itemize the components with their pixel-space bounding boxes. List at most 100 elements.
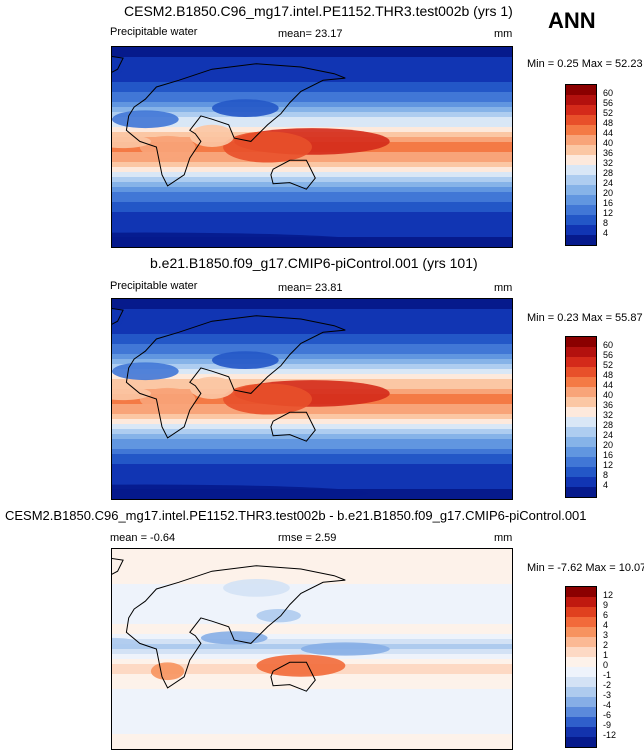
map-lat-band <box>112 619 512 625</box>
colorbar-swatch <box>566 397 596 407</box>
colorbar-tick-label: 60 <box>603 340 614 350</box>
map-lat-band <box>112 102 512 108</box>
map-lat-band <box>112 714 512 720</box>
map-lat-band <box>112 232 512 238</box>
map-lat-band <box>112 97 512 103</box>
coastline <box>270 411 316 442</box>
map-lat-band <box>112 197 512 203</box>
map-lat-band <box>112 364 512 370</box>
map-lat-band <box>112 634 512 640</box>
colorbar-tick-label: 36 <box>603 400 614 410</box>
map-lat-band <box>112 439 512 445</box>
panel-1-minmax: Min = 0.25 Max = 52.23 <box>527 58 643 70</box>
panel-2-stat-label: mean= <box>278 282 312 294</box>
colorbar-swatch <box>566 477 596 487</box>
panel-1-stat-value: 23.17 <box>315 28 343 40</box>
colorbar-swatch <box>566 667 596 677</box>
colorbar-swatch <box>566 85 596 95</box>
colorbar-swatch <box>566 357 596 367</box>
colorbar-swatch <box>566 657 596 667</box>
map-feature <box>112 637 140 649</box>
colorbar-swatch <box>566 195 596 205</box>
colorbar-swatch <box>566 627 596 637</box>
map-lat-band <box>112 157 512 163</box>
map-lat-band <box>112 339 512 345</box>
map-lat-band <box>112 212 512 218</box>
map-feature <box>223 579 290 597</box>
coastline <box>270 661 316 692</box>
colorbar-swatch <box>566 185 596 195</box>
colorbar-tick-label: 16 <box>603 450 614 460</box>
map-feature <box>112 232 368 247</box>
panel-3-title: CESM2.B1850.C96_mg17.intel.PE1152.THR3.t… <box>5 508 587 523</box>
colorbar-tick-label: 20 <box>603 440 614 450</box>
colorbar-swatch <box>566 607 596 617</box>
map-lat-band <box>112 569 512 575</box>
colorbar-tick-label: 56 <box>603 98 614 108</box>
map-lat-band <box>112 694 512 700</box>
colorbar-tick-label: 1 <box>603 650 609 660</box>
panel-1-variable: Precipitable water <box>110 26 198 38</box>
colorbar-tick-label: 52 <box>603 360 614 370</box>
panel-3-variable: mean = -0.64 <box>110 532 176 544</box>
map-feature <box>256 654 346 677</box>
colorbar-swatch <box>566 215 596 225</box>
map-lat-band <box>112 359 512 365</box>
colorbar-tick-label: 40 <box>603 138 614 148</box>
map-lat-band <box>112 152 512 158</box>
panel-2-colorbar <box>565 336 597 498</box>
colorbar-swatch <box>566 155 596 165</box>
map-lat-band <box>112 192 512 198</box>
map-lat-band <box>112 744 512 749</box>
colorbar-tick-label: 56 <box>603 350 614 360</box>
map-lat-band <box>112 589 512 595</box>
coastline <box>112 55 124 73</box>
map-lat-band <box>112 62 512 68</box>
panel-1-units: mm <box>494 28 513 40</box>
map-lat-band <box>112 187 512 193</box>
colorbar-tick-label: -2 <box>603 680 612 690</box>
colorbar-swatch <box>566 587 596 597</box>
colorbar-swatch <box>566 677 596 687</box>
map-lat-band <box>112 734 512 740</box>
coastline <box>125 565 346 689</box>
coastline <box>125 315 346 439</box>
map-lat-band <box>112 409 512 415</box>
map-lat-band <box>112 574 512 580</box>
map-feature <box>112 309 124 329</box>
map-lat-band <box>112 87 512 93</box>
colorbar-tick-label: 40 <box>603 390 614 400</box>
map-lat-band <box>112 57 512 63</box>
map-lat-band <box>112 584 512 590</box>
colorbar-tick-label: 4 <box>603 228 609 238</box>
map-lat-band <box>112 429 512 435</box>
map-lat-band <box>112 564 512 570</box>
map-lat-band <box>112 639 512 645</box>
map-lat-band <box>112 739 512 745</box>
colorbar-tick-label: 4 <box>603 620 609 630</box>
map-lat-band <box>112 172 512 178</box>
map-feature <box>223 383 312 415</box>
panel-3-stat-value: 2.59 <box>315 532 337 544</box>
map-lat-band <box>112 724 512 730</box>
colorbar-swatch <box>566 467 596 477</box>
map-lat-band <box>112 324 512 330</box>
panel-2-map <box>111 298 513 500</box>
map-lat-band <box>112 709 512 715</box>
map-lat-band <box>112 107 512 113</box>
map-lat-band <box>112 314 512 320</box>
colorbar-tick-label: 4 <box>603 480 609 490</box>
colorbar-tick-label: -6 <box>603 710 612 720</box>
map-lat-band <box>112 614 512 620</box>
colorbar-tick-label: 36 <box>603 148 614 158</box>
colorbar-tick-label: 28 <box>603 420 614 430</box>
colorbar-swatch <box>566 707 596 717</box>
map-feature <box>200 631 268 645</box>
colorbar-swatch <box>566 687 596 697</box>
map-feature <box>256 609 301 623</box>
colorbar-swatch <box>566 377 596 387</box>
colorbar-swatch <box>566 205 596 215</box>
map-lat-band <box>112 464 512 470</box>
colorbar-swatch <box>566 135 596 145</box>
map-lat-band <box>112 117 512 123</box>
